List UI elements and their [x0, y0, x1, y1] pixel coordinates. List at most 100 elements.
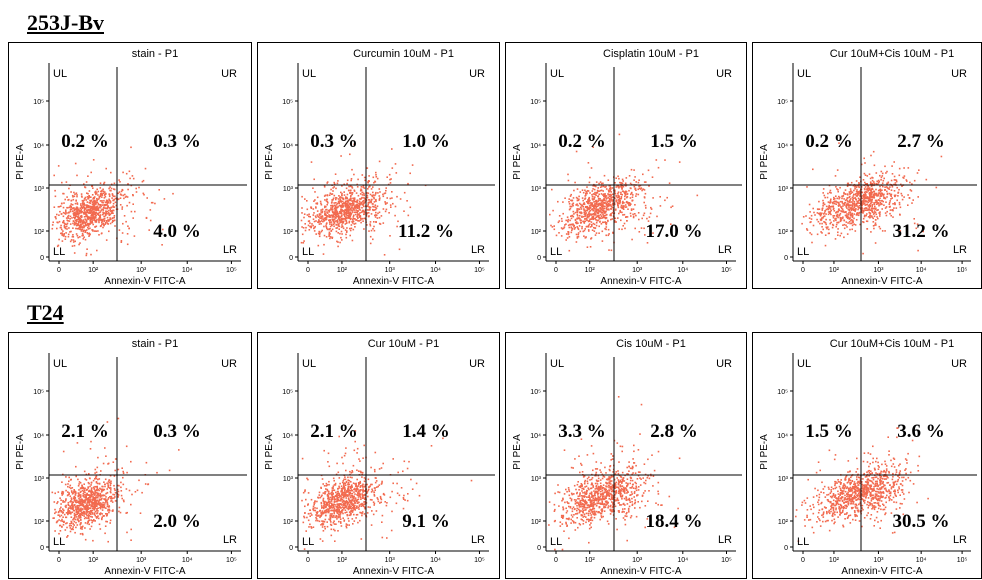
quadrant-label-lr: LR: [471, 244, 485, 256]
quadrant-label-ul: UL: [550, 358, 564, 370]
quadrant-label-lr: LR: [718, 534, 732, 546]
quadrant-label-lr: LR: [223, 244, 237, 256]
x-tick-label: 0: [57, 267, 61, 274]
y-tick-label: 10³: [531, 186, 542, 193]
x-axis-label: Annexin-V FITC-A: [841, 276, 922, 287]
x-tick-label: 10⁵: [957, 557, 968, 564]
quadrant-label-ul: UL: [797, 358, 811, 370]
x-tick-label: 0: [554, 267, 558, 274]
ur-percent: 2.8 %: [650, 421, 698, 442]
y-tick-label: 10⁴: [33, 433, 44, 440]
y-tick-label: 10⁴: [33, 143, 44, 150]
x-tick-label: 10²: [829, 557, 840, 564]
y-tick-label: 10²: [531, 229, 542, 236]
y-tick-label: 10⁵: [33, 99, 44, 106]
panel-title: Cur 10uM - P1: [368, 338, 440, 350]
x-tick-label: 10²: [585, 557, 596, 564]
ul-percent: 0.2 %: [558, 131, 606, 152]
x-tick-label: 10⁴: [182, 267, 193, 274]
y-tick-label: 10⁵: [777, 389, 788, 396]
x-tick-label: 10⁵: [957, 267, 968, 274]
quadrant-label-ul: UL: [302, 68, 316, 80]
y-tick-label: 0: [784, 255, 788, 262]
y-tick-label: 10³: [34, 476, 45, 483]
x-tick-label: 10⁵: [474, 267, 485, 274]
x-tick-label: 10⁴: [677, 267, 688, 274]
panel-title: Cur 10uM+Cis 10uM - P1: [830, 48, 954, 60]
y-tick-label: 10⁴: [282, 143, 293, 150]
panel-title: Curcumin 10uM - P1: [353, 48, 454, 60]
y-tick-label: 10²: [34, 229, 45, 236]
y-tick-label: 10²: [283, 519, 294, 526]
ur-percent: 0.3 %: [153, 131, 201, 152]
x-tick-label: 10³: [136, 267, 147, 274]
lr-percent: 30.5 %: [893, 511, 950, 532]
y-tick-label: 10³: [531, 476, 542, 483]
panel-title: Cisplatin 10uM - P1: [603, 48, 699, 60]
x-tick-label: 0: [801, 267, 805, 274]
x-tick-label: 10⁴: [430, 267, 441, 274]
y-tick-label: 10⁴: [282, 433, 293, 440]
x-tick-label: 10³: [385, 267, 396, 274]
quadrant-label-lr: LR: [223, 534, 237, 546]
y-axis-label: PI PE-A: [15, 434, 26, 470]
y-tick-label: 10²: [778, 229, 789, 236]
ul-percent: 0.3 %: [310, 131, 358, 152]
y-tick-label: 0: [40, 255, 44, 262]
y-tick-label: 10³: [778, 476, 789, 483]
quadrant-label-ur: UR: [469, 68, 485, 80]
quadrant-label-ur: UR: [469, 358, 485, 370]
y-tick-label: 0: [289, 545, 293, 552]
ur-percent: 1.4 %: [402, 421, 450, 442]
lr-percent: 2.0 %: [153, 511, 201, 532]
y-tick-label: 10²: [283, 229, 294, 236]
x-tick-label: 0: [57, 557, 61, 564]
x-tick-label: 10⁴: [430, 557, 441, 564]
y-tick-label: 10³: [778, 186, 789, 193]
ur-percent: 1.0 %: [402, 131, 450, 152]
y-axis-label: PI PE-A: [759, 434, 770, 470]
quadrant-label-ll: LL: [550, 246, 562, 258]
x-tick-label: 10²: [337, 557, 348, 564]
quadrant-label-lr: LR: [953, 244, 967, 256]
x-tick-label: 10³: [873, 557, 884, 564]
x-axis-label: Annexin-V FITC-A: [104, 276, 185, 287]
row-label: T24: [27, 300, 64, 326]
y-tick-label: 10⁵: [530, 389, 541, 396]
quadrant-label-ur: UR: [716, 358, 732, 370]
lr-percent: 31.2 %: [893, 221, 950, 242]
x-tick-label: 10³: [632, 557, 643, 564]
y-axis-label: PI PE-A: [15, 144, 26, 180]
x-tick-label: 10⁴: [916, 267, 927, 274]
y-tick-label: 10²: [778, 519, 789, 526]
quadrant-label-ur: UR: [716, 68, 732, 80]
quadrant-label-ll: LL: [550, 536, 562, 548]
x-tick-label: 10²: [88, 557, 99, 564]
x-tick-label: 10⁵: [226, 557, 237, 564]
x-tick-label: 10²: [88, 267, 99, 274]
quadrant-label-ul: UL: [550, 68, 564, 80]
quadrant-label-ul: UL: [53, 68, 67, 80]
x-tick-label: 0: [554, 557, 558, 564]
y-tick-label: 0: [537, 545, 541, 552]
y-tick-label: 0: [537, 255, 541, 262]
ur-percent: 1.5 %: [650, 131, 698, 152]
y-axis-label: PI PE-A: [264, 434, 275, 470]
quadrant-label-ll: LL: [302, 536, 314, 548]
y-tick-label: 0: [289, 255, 293, 262]
panel-title: stain - P1: [132, 338, 178, 350]
x-tick-label: 10⁵: [721, 267, 732, 274]
quadrant-label-lr: LR: [718, 244, 732, 256]
quadrant-label-lr: LR: [953, 534, 967, 546]
ul-percent: 3.3 %: [558, 421, 606, 442]
ul-percent: 1.5 %: [805, 421, 853, 442]
x-tick-label: 10⁵: [721, 557, 732, 564]
